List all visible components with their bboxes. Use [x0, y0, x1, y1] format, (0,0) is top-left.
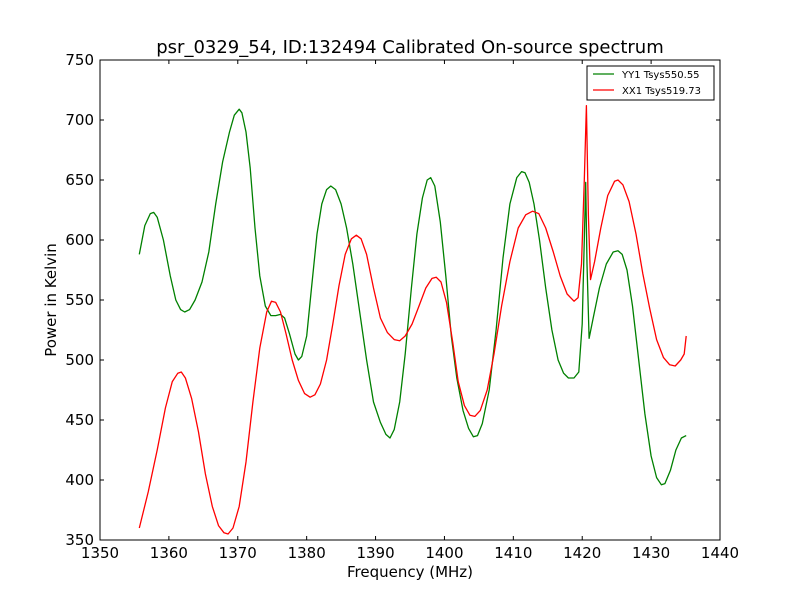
- x-tick-label: 1360: [150, 544, 188, 562]
- x-tick-label: 1410: [494, 544, 532, 562]
- y-tick-label: 350: [65, 531, 94, 549]
- x-tick-label: 1350: [81, 544, 119, 562]
- y-tick-label: 650: [65, 171, 94, 189]
- y-tick-label: 450: [65, 411, 94, 429]
- y-tick-label: 600: [65, 231, 94, 249]
- legend-label-1: XX1 Tsys519.73: [622, 86, 701, 97]
- chart-title: psr_0329_54, ID:132494 Calibrated On-sou…: [156, 37, 664, 58]
- y-tick-label: 550: [65, 291, 94, 309]
- x-tick-label: 1420: [563, 544, 601, 562]
- x-tick-label: 1400: [425, 544, 463, 562]
- x-axis: 1350 1360 1370 1380 1390 1400 1410 1420 1430 1440: [81, 60, 739, 562]
- x-tick-label: 1440: [701, 544, 739, 562]
- x-tick-label: 1430: [632, 544, 670, 562]
- legend-label-0: YY1 Tsys550.55: [621, 70, 700, 81]
- x-tick-label: 1390: [356, 544, 394, 562]
- x-tick-label: 1370: [219, 544, 257, 562]
- series-layer: [138, 104, 687, 535]
- series-line-0: [138, 108, 687, 486]
- legend: YY1 Tsys550.55 XX1 Tsys519.73: [586, 65, 715, 101]
- x-axis-title: Frequency (MHz): [347, 563, 473, 581]
- x-tick-label: 1380: [288, 544, 326, 562]
- y-axis-title: Power in Kelvin: [42, 243, 60, 357]
- y-tick-label: 500: [65, 351, 94, 369]
- y-tick-label: 700: [65, 111, 94, 129]
- y-tick-label: 400: [65, 471, 94, 489]
- y-axis: 350 400 450 500 550 600 650 700 750: [65, 51, 720, 549]
- y-tick-label: 750: [65, 51, 94, 69]
- legend-box: [586, 65, 715, 101]
- series-line-1: [138, 104, 687, 535]
